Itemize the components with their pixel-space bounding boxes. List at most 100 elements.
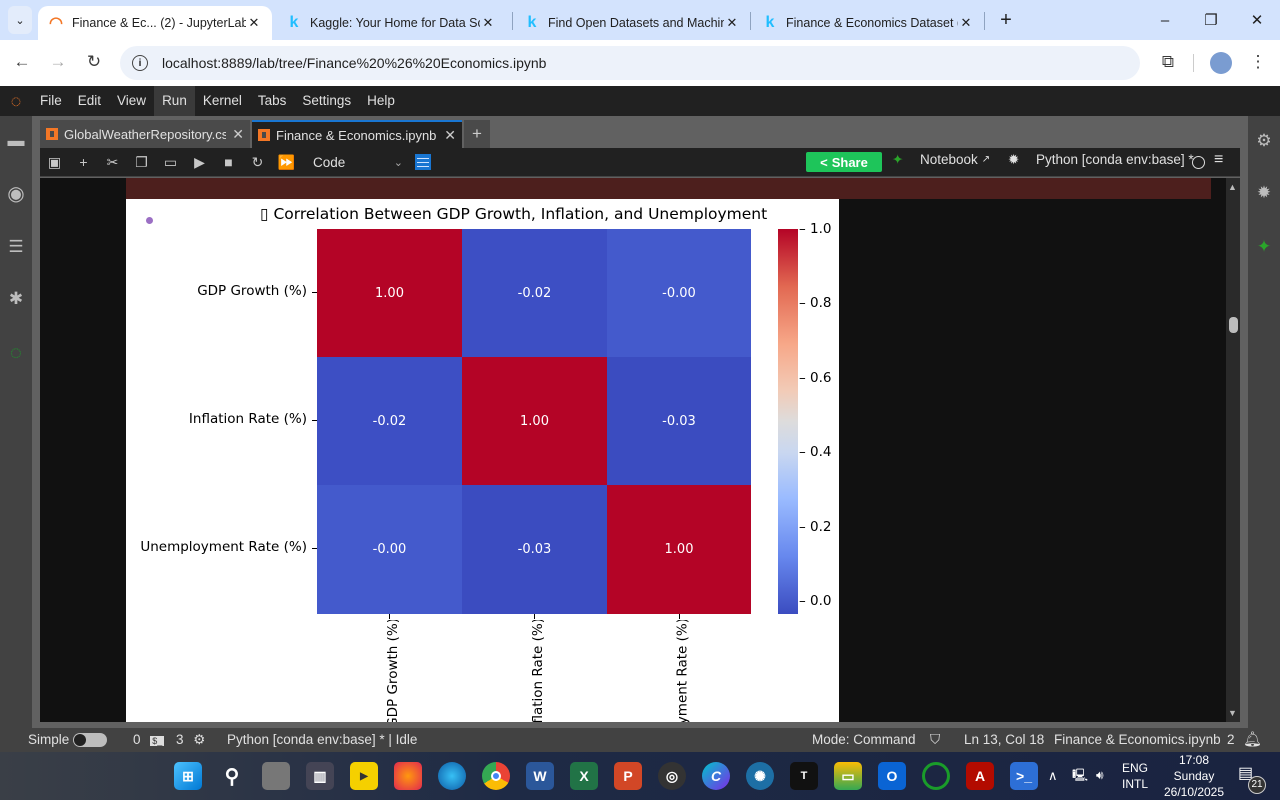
outlook-icon[interactable]: O: [878, 762, 906, 790]
toggle-properties-icon[interactable]: [415, 154, 431, 170]
copy-icon[interactable]: ❐: [135, 153, 148, 170]
property-inspector-gear-icon[interactable]: ⚙: [1256, 131, 1272, 150]
insert-cell-icon[interactable]: +: [79, 154, 88, 170]
search-icon[interactable]: ⚲: [224, 765, 240, 788]
volume-icon[interactable]: 🔊︎: [1096, 768, 1104, 782]
simple-mode-toggle[interactable]: Simple: [28, 732, 108, 748]
browser-tab-find-datasets[interactable]: k Find Open Datasets and Machin ✕: [514, 6, 750, 40]
site-info-icon[interactable]: i: [132, 55, 148, 71]
menu-kernel[interactable]: Kernel: [202, 93, 242, 108]
clock[interactable]: 17:08 Sunday 26/10/2025: [1163, 753, 1225, 799]
chrome-icon[interactable]: [482, 762, 510, 790]
kernels-count[interactable]: 3 ⚙: [176, 732, 206, 747]
menu-tabs[interactable]: Tabs: [257, 93, 287, 108]
browser-tab-finance-dataset[interactable]: k Finance & Economics Dataset (2 ✕: [752, 6, 984, 40]
notebook-scrollbar[interactable]: ▲ ▼: [1226, 178, 1240, 722]
new-launcher-button[interactable]: +: [464, 120, 490, 148]
close-icon[interactable]: ✕: [444, 126, 456, 143]
close-tab-icon[interactable]: ✕: [726, 15, 738, 30]
forward-button[interactable]: →: [44, 48, 72, 76]
run-icon[interactable]: ▶: [194, 153, 205, 170]
browser-tab-jupyter[interactable]: ◠ Finance & Ec... (2) - JupyterLab ✕: [38, 6, 272, 40]
extensions-button[interactable]: ⧉: [1154, 48, 1182, 76]
extensions-icon[interactable]: ✱: [8, 289, 24, 308]
address-bar[interactable]: i localhost:8889/lab/tree/Finance%20%26%…: [120, 46, 1140, 80]
windows-start-icon[interactable]: ⊞: [174, 762, 202, 790]
scroll-up-icon[interactable]: ▲: [1228, 182, 1237, 192]
widgets-icon[interactable]: ▥: [306, 762, 334, 790]
close-tab-icon[interactable]: ✕: [482, 15, 494, 30]
kernel-name-button[interactable]: Python [conda env:base] *: [1036, 152, 1194, 167]
share-button[interactable]: < Share: [806, 152, 882, 172]
cursor-position[interactable]: Ln 13, Col 18: [964, 732, 1045, 747]
notification-center-icon[interactable]: ▤: [1238, 765, 1254, 782]
menu-edit[interactable]: Edit: [77, 93, 102, 108]
profile-avatar[interactable]: [1210, 52, 1232, 74]
close-tab-icon[interactable]: ✕: [960, 15, 972, 30]
ai-sparkle-icon[interactable]: ✦: [1256, 237, 1272, 256]
word-icon[interactable]: W: [526, 762, 554, 790]
menu-view[interactable]: View: [117, 93, 147, 108]
table-of-contents-icon[interactable]: ☰: [8, 237, 24, 256]
ai-sparkle-icon[interactable]: ✦: [892, 152, 904, 167]
close-tab-icon[interactable]: ✕: [248, 15, 260, 30]
tray-overflow-icon[interactable]: ∧: [1048, 768, 1058, 783]
close-icon[interactable]: ✕: [232, 125, 244, 142]
close-window-button[interactable]: ✕: [1250, 12, 1264, 29]
y-axis-label: Inflation Rate (%): [188, 411, 307, 427]
new-tab-button[interactable]: +: [1000, 8, 1012, 31]
network-icon[interactable]: 🖳︎: [1072, 768, 1089, 782]
canva-icon[interactable]: C: [702, 762, 730, 790]
menu-help[interactable]: Help: [367, 93, 395, 108]
powerpoint-icon[interactable]: P: [614, 762, 642, 790]
cell-type-select[interactable]: Code ⌄: [313, 154, 403, 170]
file-browser-icon[interactable]: ▬: [7, 131, 25, 150]
browser-tab-kaggle-home[interactable]: k Kaggle: Your Home for Data Sci ✕: [276, 6, 506, 40]
scroll-down-icon[interactable]: ▼: [1228, 708, 1237, 718]
restore-button[interactable]: ❐: [1204, 12, 1218, 29]
terminals-count[interactable]: 0 $_: [133, 732, 165, 747]
powershell-icon[interactable]: >_: [1010, 762, 1038, 790]
obs-icon[interactable]: ◎: [658, 762, 686, 790]
doc-tab-weather-csv[interactable]: GlobalWeatherRepository.csv ✕: [40, 120, 250, 148]
loader-icon[interactable]: ◌: [10, 341, 22, 364]
kernel-status[interactable]: Python [conda env:base] * | Idle: [227, 732, 418, 747]
restart-icon[interactable]: ↻: [251, 153, 264, 170]
player-icon[interactable]: ▶: [350, 762, 378, 790]
cut-icon[interactable]: ✂: [106, 153, 119, 170]
excel-icon[interactable]: X: [570, 762, 598, 790]
notification-count[interactable]: 2: [1227, 732, 1235, 747]
menu-settings[interactable]: Settings: [302, 93, 352, 108]
url-text[interactable]: localhost:8889/lab/tree/Finance%20%26%20…: [162, 55, 547, 71]
audio-app-icon[interactable]: ✺: [746, 762, 774, 790]
language-indicator[interactable]: ENG INTL: [1121, 761, 1148, 791]
reload-button[interactable]: ↻: [80, 48, 108, 76]
running-sessions-icon[interactable]: ◉: [7, 182, 25, 205]
menu-file[interactable]: File: [40, 93, 62, 108]
tab-search-button[interactable]: ⌄: [8, 6, 32, 34]
terminal-t-icon[interactable]: T: [790, 762, 818, 790]
minimize-button[interactable]: –: [1160, 11, 1170, 29]
run-all-icon[interactable]: ⏩: [277, 153, 296, 170]
acrobat-icon[interactable]: A: [966, 762, 994, 790]
task-view-icon[interactable]: [262, 762, 290, 790]
loader-app-icon[interactable]: [922, 762, 950, 790]
stop-icon[interactable]: ■: [224, 154, 233, 170]
chrome-menu-button[interactable]: ⋮: [1244, 48, 1272, 76]
save-icon[interactable]: ▣: [47, 153, 62, 170]
edge-icon[interactable]: [438, 762, 466, 790]
menu-run[interactable]: Run: [154, 86, 195, 116]
scroll-thumb[interactable]: [1229, 317, 1238, 333]
bell-icon[interactable]: 🔔︎: [1243, 731, 1263, 748]
shield-icon[interactable]: ⛉: [930, 732, 941, 747]
debugger-bug-icon[interactable]: ✹: [1008, 152, 1020, 167]
doc-tab-notebook[interactable]: Finance & Economics.ipynb ✕: [252, 120, 462, 148]
paste-icon[interactable]: ▭: [163, 153, 178, 170]
chat-icon[interactable]: ▭: [834, 762, 862, 790]
back-button[interactable]: ←: [8, 48, 36, 76]
debugger-bug-icon[interactable]: ✹: [1256, 183, 1272, 202]
firefox-icon[interactable]: [394, 762, 422, 790]
open-notebook-button[interactable]: Notebook ↗: [920, 152, 991, 167]
notebook-toolbar: ▣ + ✂ ❐ ▭ ▶ ■ ↻ ⏩ Code ⌄ < Share ✦ Noteb…: [40, 148, 1240, 177]
hamburger-menu-icon[interactable]: ≡: [1214, 151, 1224, 168]
